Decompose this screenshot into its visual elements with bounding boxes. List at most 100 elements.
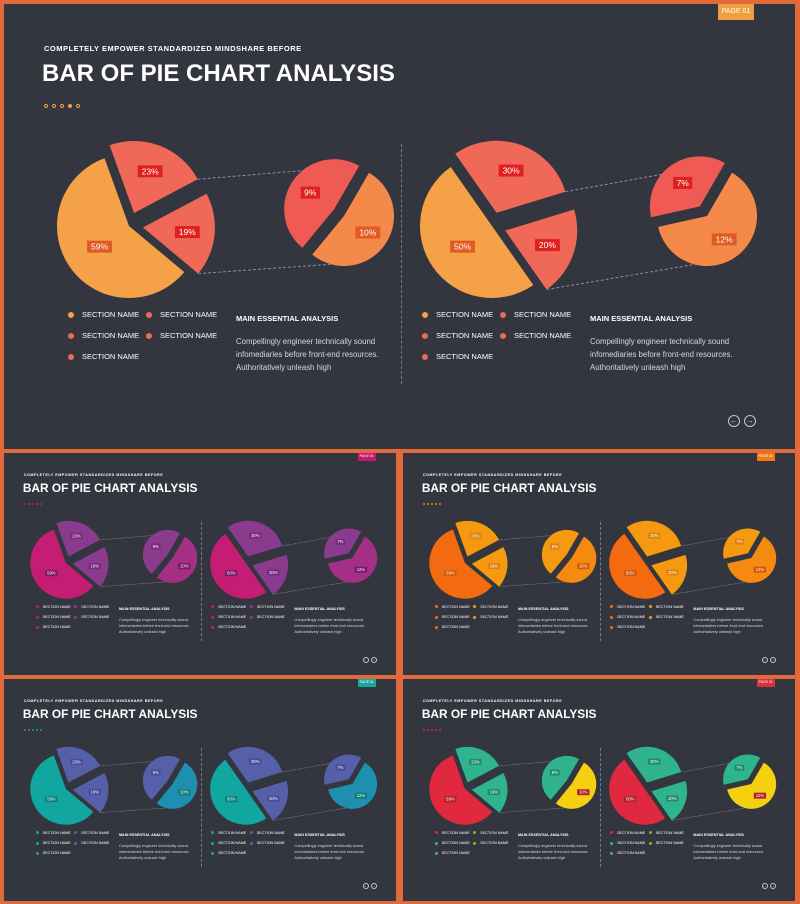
analysis-body: Compellingly engineer technically sound … — [294, 843, 365, 861]
arrow-left-icon[interactable]: ← — [761, 882, 768, 889]
connector-line-top — [197, 167, 335, 180]
analysis-heading: MAIN ESSENTIAL ANALYSIS — [517, 606, 569, 611]
pie-group-1: 50% 30% 20% 12% 7% — [210, 520, 378, 599]
progress-dot — [23, 502, 26, 505]
legend-dot-icon — [74, 841, 78, 845]
arrow-right-icon[interactable]: → — [370, 882, 377, 889]
legend-dot-icon — [249, 841, 253, 845]
detail-label-0: 12% — [753, 566, 767, 573]
legend-label: SECTION NAME — [655, 841, 684, 846]
slide-2: PAGE 01 COMPLETELY EMPOWER STANDARDIZED M… — [4, 453, 396, 675]
svg-text:12%: 12% — [756, 793, 765, 798]
svg-text:59%: 59% — [47, 797, 56, 802]
legend-label: SECTION NAME — [42, 604, 71, 609]
legend-label: SECTION NAME — [42, 830, 71, 835]
analysis-heading: MAIN ESSENTIAL ANALYSIS — [517, 832, 569, 837]
legend-label: SECTION NAME — [82, 331, 140, 340]
legend-item: SECTION NAME — [648, 831, 684, 835]
svg-text:19%: 19% — [91, 790, 100, 795]
detail-label-1: 7% — [673, 176, 693, 189]
arrow-left-icon[interactable]: ← — [761, 656, 768, 663]
legend-label: SECTION NAME — [160, 331, 218, 340]
legend-label: SECTION NAME — [441, 604, 470, 609]
arrow-left-icon[interactable]: ← — [362, 882, 369, 889]
progress-dots — [422, 728, 443, 731]
legend-item: SECTION NAME — [648, 615, 684, 620]
svg-text:10%: 10% — [359, 227, 376, 237]
analysis-block-1: MAIN ESSENTIAL ANALYSIS Compellingly engi… — [294, 607, 368, 636]
main-label-0: 50% — [624, 796, 637, 803]
arrow-left-icon[interactable]: ← — [728, 415, 740, 427]
connector-line-bottom — [272, 581, 348, 595]
vertical-divider — [200, 522, 202, 642]
detail-label-0: 12% — [711, 233, 737, 246]
legend-item: SECTION NAME — [500, 310, 571, 319]
legend-dot-icon — [648, 605, 652, 609]
detail-pie-slice-0 — [156, 762, 198, 809]
progress-dot — [430, 502, 433, 505]
detail-pie-slice-0 — [156, 536, 198, 583]
detail-label-0: 10% — [577, 789, 590, 796]
analysis-block-1: MAIN ESSENTIAL ANALYSIS Compellingly engi… — [590, 314, 740, 374]
progress-dot — [60, 104, 64, 108]
svg-text:7%: 7% — [736, 539, 742, 544]
legend-label: SECTION NAME — [42, 851, 71, 856]
arrow-right-icon[interactable]: → — [370, 656, 377, 663]
legend-dot-icon — [68, 332, 74, 339]
legend-label: SECTION NAME — [436, 310, 494, 319]
svg-text:30%: 30% — [503, 166, 520, 176]
legend-item: SECTION NAME — [434, 615, 470, 619]
main-pie-slice-1 — [626, 746, 682, 783]
legend-item: SECTION NAME — [35, 625, 71, 629]
page-badge: PAGE 01 — [756, 679, 775, 687]
svg-text:23%: 23% — [142, 166, 159, 176]
analysis-block-0: MAIN ESSENTIAL ANALYSIS Compellingly engi… — [119, 833, 193, 862]
main-label-0: 50% — [450, 240, 475, 253]
analysis-heading: MAIN ESSENTIAL ANALYSIS — [118, 606, 170, 611]
legend-dot-icon — [211, 615, 215, 619]
legend-dot-icon — [35, 625, 39, 629]
legend-item: SECTION NAME — [249, 831, 285, 835]
legend-item: SECTION NAME — [146, 331, 217, 340]
progress-dot — [76, 104, 80, 108]
main-label-2: 19% — [487, 789, 500, 796]
arrow-left-icon[interactable]: ← — [362, 656, 369, 663]
svg-text:19%: 19% — [179, 227, 196, 237]
progress-dot — [434, 728, 437, 731]
analysis-heading: MAIN ESSENTIAL ANALYSIS — [118, 832, 170, 837]
legend-label: SECTION NAME — [81, 604, 110, 609]
main-label-1: 30% — [249, 758, 262, 765]
svg-text:12%: 12% — [357, 793, 366, 798]
legend-item: SECTION NAME — [74, 831, 109, 835]
svg-text:20%: 20% — [539, 240, 556, 250]
legend-item: SECTION NAME — [473, 605, 508, 609]
legend-item: SECTION NAME — [68, 331, 139, 340]
arrow-right-icon[interactable]: → — [769, 656, 776, 663]
progress-dot — [27, 502, 30, 505]
svg-text:30%: 30% — [251, 759, 260, 764]
arrow-right-icon[interactable]: → — [769, 882, 776, 889]
main-label-1: 23% — [137, 165, 163, 178]
analysis-heading: MAIN ESSENTIAL ANALYSIS — [294, 832, 345, 837]
legend-dot-icon — [434, 625, 438, 629]
legend-label: SECTION NAME — [42, 615, 71, 620]
legend-dot-icon — [74, 605, 78, 609]
page-badge: PAGE 01 — [357, 453, 376, 461]
vertical-divider — [599, 748, 601, 868]
analysis-block-1: MAIN ESSENTIAL ANALYSIS Compellingly engi… — [294, 833, 368, 862]
legend-label: SECTION NAME — [655, 615, 684, 620]
svg-text:20%: 20% — [269, 570, 278, 575]
svg-text:30%: 30% — [251, 533, 260, 538]
slide-3: PAGE 01 COMPLETELY EMPOWER STANDARDIZED M… — [403, 453, 795, 675]
arrow-right-icon[interactable]: → — [744, 415, 756, 427]
main-label-0: 50% — [225, 796, 238, 803]
detail-label-1: 7% — [335, 764, 346, 771]
legend-label: SECTION NAME — [514, 310, 572, 319]
detail-label-0: 10% — [355, 226, 381, 239]
legend-dot-icon — [648, 615, 652, 619]
detail-pie-slice-0 — [312, 172, 395, 267]
legend-item: SECTION NAME — [610, 625, 645, 629]
legend-item: SECTION NAME — [211, 851, 246, 855]
progress-dot — [35, 728, 38, 731]
legend-dot-icon — [434, 615, 438, 619]
